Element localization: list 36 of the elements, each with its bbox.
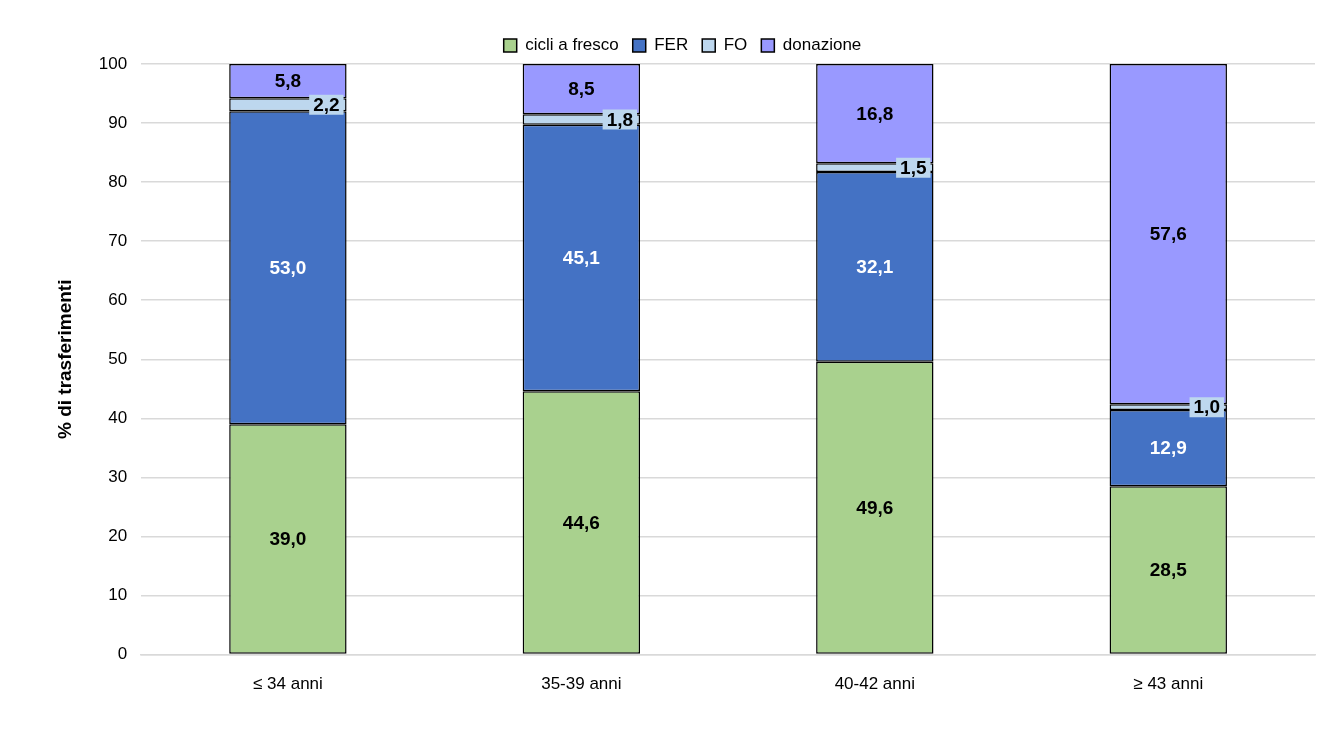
- x-tick-label: 35-39 anni: [541, 674, 622, 694]
- data-label: 16,8: [856, 102, 894, 124]
- legend-label: cicli a fresco: [525, 35, 619, 55]
- data-label: 8,5: [568, 78, 595, 100]
- y-tick-label: 0: [117, 644, 128, 664]
- y-tick-label: 50: [108, 348, 128, 368]
- x-tick-label: 40-42 anni: [834, 674, 915, 694]
- data-label: 57,6: [1149, 223, 1187, 245]
- y-tick-label: 20: [108, 526, 128, 546]
- y-axis-title: % di trasferimenti: [53, 279, 75, 440]
- y-tick-label: 10: [108, 585, 128, 605]
- y-tick-label: 30: [108, 467, 128, 487]
- data-label: 12,9: [1149, 437, 1187, 459]
- data-label: 39,0: [269, 528, 307, 550]
- y-tick-label: 80: [108, 171, 128, 191]
- data-label: 28,5: [1149, 559, 1188, 581]
- data-label: 49,6: [856, 496, 894, 518]
- data-label: 2,2: [313, 93, 340, 115]
- data-label: 1,8: [606, 108, 634, 130]
- data-label: 5,8: [274, 70, 302, 92]
- legend-label: FER: [654, 35, 689, 55]
- data-label: 53,0: [269, 256, 307, 278]
- y-tick-label: 60: [108, 289, 128, 309]
- y-tick-label: 90: [108, 112, 128, 132]
- data-label: 1,5: [900, 156, 927, 178]
- data-label: 32,1: [856, 256, 894, 278]
- x-tick-label: ≤ 34 anni: [252, 674, 323, 694]
- data-label: 44,6: [562, 511, 600, 533]
- legend-label: FO: [723, 35, 748, 55]
- y-tick-label: 100: [98, 53, 128, 73]
- y-tick-label: 40: [108, 408, 128, 428]
- x-tick-label: ≥ 43 anni: [1133, 674, 1204, 694]
- data-label: 1,0: [1193, 396, 1220, 418]
- y-tick-label: 70: [108, 230, 128, 250]
- legend-label: donazione: [782, 35, 862, 55]
- data-label: 45,1: [562, 247, 601, 269]
